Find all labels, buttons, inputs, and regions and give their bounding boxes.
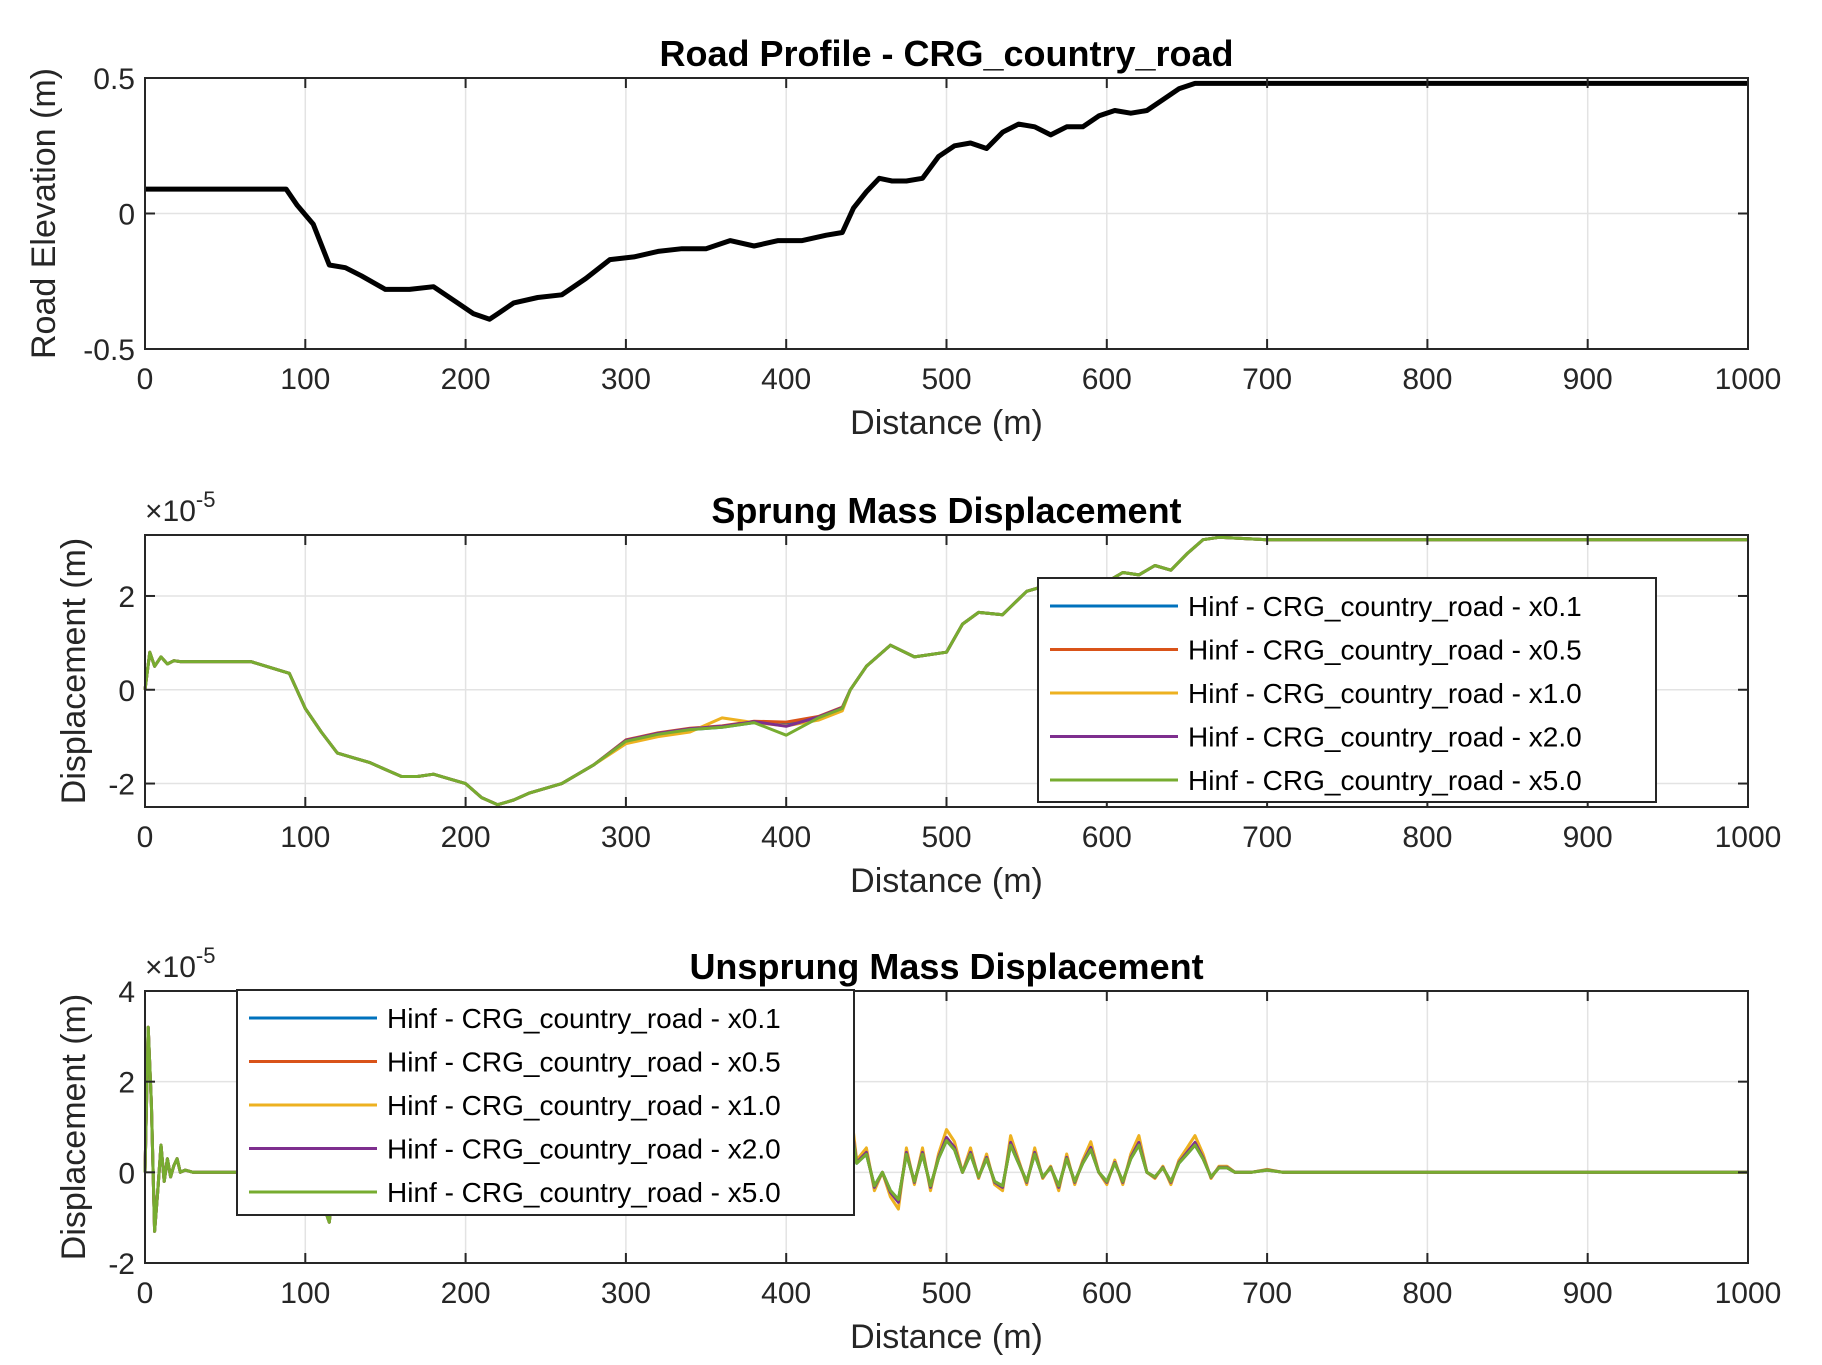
sprung-mass-exponent: ×10-5 xyxy=(145,487,215,528)
sprung-mass-exponent-base: ×10 xyxy=(145,495,196,528)
x-tick-label: 0 xyxy=(137,363,154,396)
unsprung-mass-exponent-base: ×10 xyxy=(145,951,196,984)
x-tick-label: 1000 xyxy=(1715,1277,1782,1310)
y-tick-label: 2 xyxy=(118,1067,135,1100)
series-line-4 xyxy=(143,535,1748,807)
x-tick-label: 400 xyxy=(761,821,811,854)
legend-entry: Hinf - CRG_country_road - x0.1 xyxy=(1188,591,1582,622)
x-tick-label: 200 xyxy=(441,1277,491,1310)
y-tick-label: 0 xyxy=(118,675,135,708)
x-tick-label: 100 xyxy=(280,821,330,854)
x-tick-label: 500 xyxy=(921,821,971,854)
x-tick-label: 1000 xyxy=(1715,363,1782,396)
road-profile-xlabel: Distance (m) xyxy=(850,404,1043,442)
road-profile-title: Road Profile - CRG_country_road xyxy=(659,33,1233,74)
y-tick-label: 4 xyxy=(118,976,135,1009)
x-tick-label: 300 xyxy=(601,363,651,396)
unsprung-mass-title: Unsprung Mass Displacement xyxy=(689,946,1203,987)
road-profile-lines xyxy=(145,80,1748,322)
x-tick-label: 900 xyxy=(1563,363,1613,396)
sprung-mass-ticks: 0 100 200 300 400 500 600 700 800 900 1000-202 xyxy=(108,535,1781,854)
x-tick-label: 500 xyxy=(921,1277,971,1310)
sprung-mass-xlabel: Distance (m) xyxy=(850,862,1043,900)
y-tick-label: 0 xyxy=(118,199,135,232)
legend-box xyxy=(236,989,855,1216)
x-tick-label: 600 xyxy=(1082,363,1132,396)
x-tick-label: 500 xyxy=(921,363,971,396)
x-tick-label: 100 xyxy=(280,1277,330,1310)
x-tick-label: 300 xyxy=(601,1277,651,1310)
x-tick-label: 700 xyxy=(1242,1277,1292,1310)
x-tick-label: 0 xyxy=(137,1277,154,1310)
legend-entry: Hinf - CRG_country_road - x2.0 xyxy=(387,1134,781,1165)
series-line-4 xyxy=(143,1025,1748,1233)
x-tick-label: 100 xyxy=(280,363,330,396)
unsprung-mass-xlabel: Distance (m) xyxy=(850,1318,1043,1356)
legend-entry: Hinf - CRG_country_road - x0.5 xyxy=(387,1047,781,1078)
legend-entry: Hinf - CRG_country_road - x5.0 xyxy=(387,1177,781,1208)
x-tick-label: 0 xyxy=(137,821,154,854)
road-profile-ticks: 0 100 200 300 400 500 600 700 800 900 1000-0.500.5 xyxy=(83,63,1781,396)
unsprung-mass-legend: Hinf - CRG_country_road - x0.1 Hinf - CRG… xyxy=(236,989,855,1216)
x-tick-label: 800 xyxy=(1402,363,1452,396)
sprung-mass-ylabel: Displacement (m) xyxy=(55,538,93,804)
sprung-mass-title: Sprung Mass Displacement xyxy=(711,490,1181,531)
sprung-mass-lines xyxy=(143,535,1748,807)
legend-entry: Hinf - CRG_country_road - x1.0 xyxy=(387,1090,781,1121)
sprung-mass-exponent-power: -5 xyxy=(196,487,216,512)
y-tick-label: -2 xyxy=(108,1248,135,1281)
sprung-mass-legend: Hinf - CRG_country_road - x0.1 Hinf - CRG… xyxy=(1037,577,1657,803)
x-tick-label: 700 xyxy=(1242,363,1292,396)
road-profile-ylabel: Road Elevation (m) xyxy=(25,68,63,359)
legend-entry: Hinf - CRG_country_road - x0.1 xyxy=(387,1003,781,1034)
y-tick-label: 2 xyxy=(118,581,135,614)
x-tick-label: 900 xyxy=(1563,1277,1613,1310)
x-tick-label: 200 xyxy=(441,821,491,854)
x-tick-label: 400 xyxy=(761,363,811,396)
x-tick-label: 800 xyxy=(1402,821,1452,854)
x-tick-label: 300 xyxy=(601,821,651,854)
x-tick-label: 800 xyxy=(1402,1277,1452,1310)
x-tick-label: 600 xyxy=(1082,821,1132,854)
y-tick-label: -0.5 xyxy=(83,334,135,367)
y-tick-label: -2 xyxy=(108,769,135,802)
road-elevation-line xyxy=(145,80,1748,322)
x-tick-label: 1000 xyxy=(1715,821,1782,854)
x-tick-label: 700 xyxy=(1242,821,1292,854)
x-tick-label: 200 xyxy=(441,363,491,396)
unsprung-mass-ylabel: Displacement (m) xyxy=(55,994,93,1260)
legend-entry: Hinf - CRG_country_road - x2.0 xyxy=(1188,722,1582,753)
legend-box xyxy=(1037,577,1657,803)
x-tick-label: 400 xyxy=(761,1277,811,1310)
y-tick-label: 0.5 xyxy=(93,63,135,96)
x-tick-label: 600 xyxy=(1082,1277,1132,1310)
legend-entry: Hinf - CRG_country_road - x5.0 xyxy=(1188,765,1582,796)
legend-entry: Hinf - CRG_country_road - x1.0 xyxy=(1188,678,1582,709)
y-tick-label: 0 xyxy=(118,1157,135,1190)
legend-entry: Hinf - CRG_country_road - x0.5 xyxy=(1188,635,1582,666)
unsprung-mass-lines xyxy=(143,1025,1748,1233)
road-profile-axes: 0 100 200 300 400 500 600 700 800 900 1000-0.500.5… xyxy=(25,33,1781,442)
x-tick-label: 900 xyxy=(1563,821,1613,854)
unsprung-mass-exponent-power: -5 xyxy=(196,943,216,968)
sprung-mass-axes: 0 100 200 300 400 500 600 700 800 900 1000-202 Spr… xyxy=(55,487,1781,900)
unsprung-mass-exponent: ×10-5 xyxy=(145,943,215,984)
